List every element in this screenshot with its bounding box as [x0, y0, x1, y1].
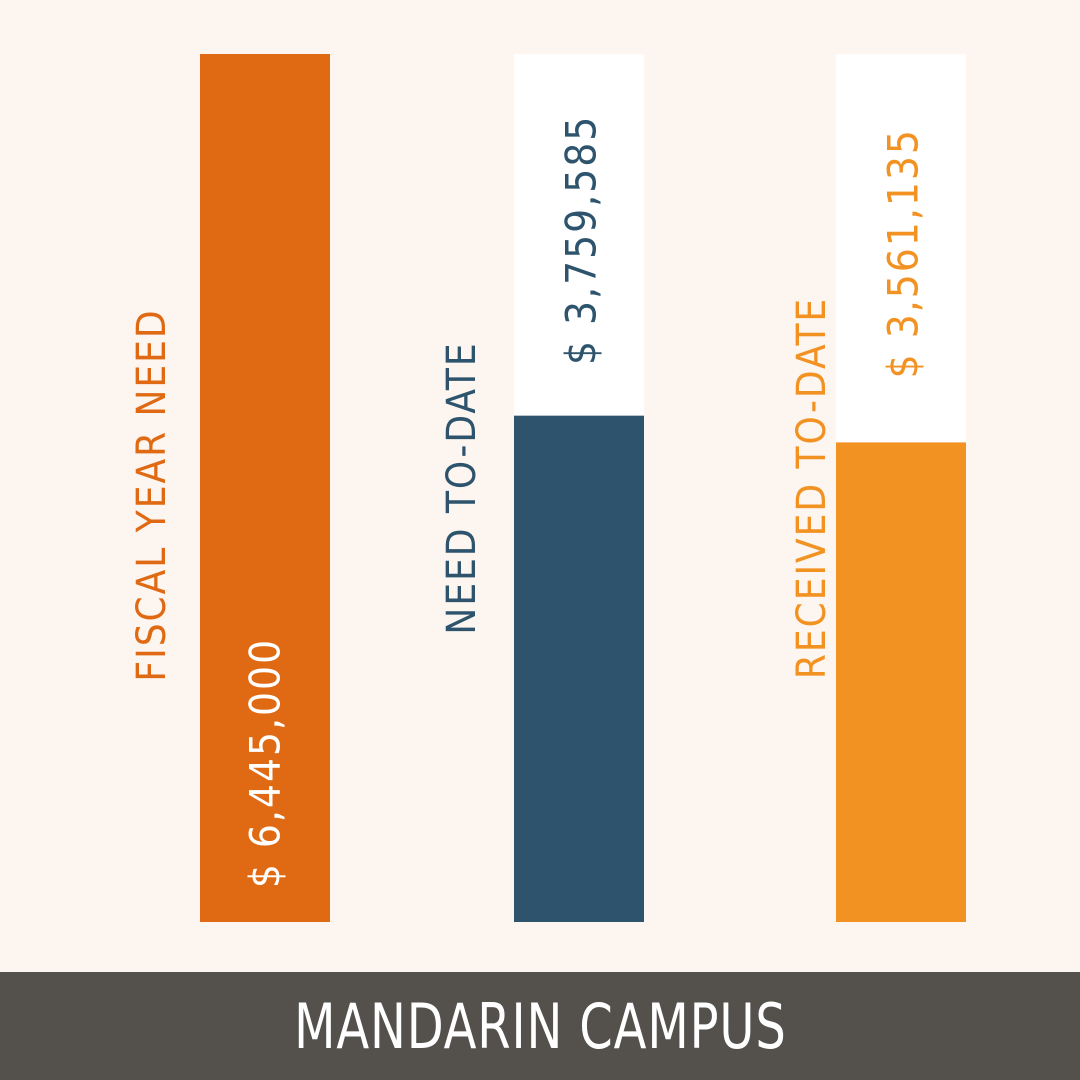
footer-banner: MANDARIN CAMPUS [0, 972, 1080, 1080]
bar-3 [836, 442, 966, 922]
value-label-3: $ 3,561,135 [879, 128, 928, 378]
value-label-1: $ 6,445,000 [241, 638, 290, 888]
category-label-2: NEED TO-DATE [439, 341, 485, 634]
chart-title: MANDARIN CAMPUS [293, 989, 787, 1063]
category-label-1: FISCAL YEAR NEED [129, 308, 175, 681]
category-label-3: RECEIVED TO-DATE [789, 297, 835, 679]
bar-2 [514, 415, 644, 922]
value-label-2: $ 3,759,585 [557, 115, 606, 365]
bar-1 [200, 54, 330, 922]
bar-chart: $ 6,445,000 FISCAL YEAR NEED $ 3,759,585 NE… [129, 54, 966, 922]
